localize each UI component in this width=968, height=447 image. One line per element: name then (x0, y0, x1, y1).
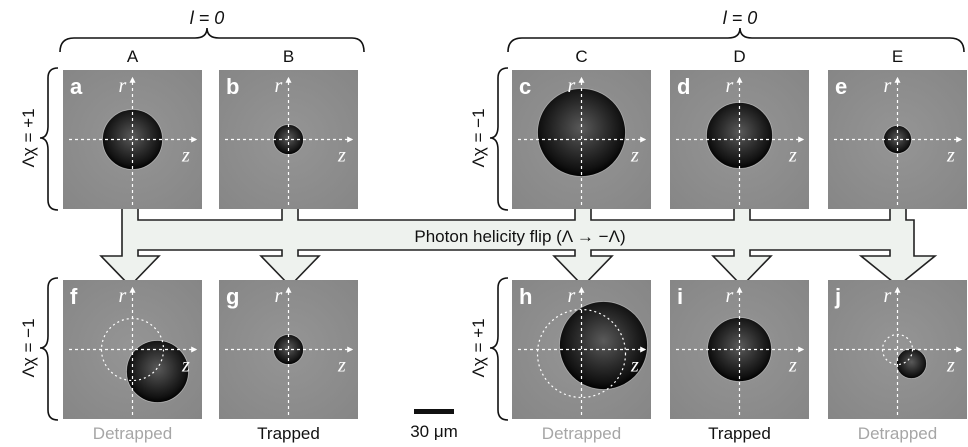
row-label-top-left: Λχ = +1 (19, 108, 38, 167)
column-label-C: C (575, 47, 587, 66)
row-brace-bottom-left (39, 277, 59, 421)
panel-letter: a (70, 74, 83, 99)
panel-letter: b (226, 74, 239, 99)
panel-letter: d (677, 74, 690, 99)
z-axis-label: z (630, 355, 639, 377)
panel-h: r z h (512, 280, 651, 419)
r-axis-label: r (726, 75, 734, 97)
flip-label: Photon helicity flip (Λ → −Λ) (414, 227, 625, 246)
scale-bar (414, 409, 454, 414)
droplet (896, 348, 927, 379)
z-axis-label: z (337, 145, 346, 167)
panel-letter: h (519, 284, 532, 309)
panel-j: r z j (828, 280, 967, 419)
r-axis-label: r (119, 285, 127, 307)
group-brace-left (59, 27, 365, 53)
z-axis-label: z (788, 355, 797, 377)
panel-b: r z b (219, 70, 358, 209)
column-label-D: D (733, 47, 745, 66)
r-axis-label: r (568, 75, 576, 97)
panel-letter: f (70, 284, 78, 309)
droplet (102, 109, 163, 170)
panel-g: r z g (219, 280, 358, 419)
panel-a: r z a (63, 70, 202, 209)
panel-letter: c (519, 74, 531, 99)
r-axis-label: r (275, 75, 283, 97)
column-label-E: E (892, 47, 903, 66)
scale-bar-label: 30 μm (410, 422, 458, 441)
panel-letter: e (835, 74, 847, 99)
panel-c: r z c (512, 70, 651, 209)
status-label-E: Detrapped (858, 424, 937, 443)
z-axis-label: z (788, 145, 797, 167)
z-axis-label: z (946, 355, 955, 377)
r-axis-label: r (884, 75, 892, 97)
r-axis-label: r (884, 285, 892, 307)
panel-f: r z f (63, 280, 202, 419)
group-label-right: l = 0 (723, 8, 758, 28)
z-axis-label: z (946, 145, 955, 167)
panel-letter: i (677, 284, 683, 309)
r-axis-label: r (275, 285, 283, 307)
row-brace-top-left (39, 67, 59, 211)
droplet (126, 340, 189, 403)
row-brace-bottom-right (489, 277, 509, 421)
row-brace-top-right (489, 67, 509, 211)
status-label-C: Detrapped (542, 424, 621, 443)
panel-e: r z e (828, 70, 967, 209)
column-label-B: B (283, 47, 294, 66)
r-axis-label: r (568, 285, 576, 307)
status-label-B: Trapped (257, 424, 320, 443)
group-label-left: l = 0 (190, 8, 225, 28)
z-axis-label: z (181, 355, 190, 377)
row-label-top-right: Λχ = −1 (469, 108, 488, 167)
initial-position-outline (536, 308, 627, 399)
group-brace-right (507, 27, 965, 53)
row-label-bottom-left: Λχ = −1 (19, 318, 38, 377)
z-axis-label: z (337, 355, 346, 377)
panel-letter: j (834, 284, 841, 309)
panel-i: r z i (670, 280, 809, 419)
row-label-bottom-right: Λχ = +1 (469, 318, 488, 377)
status-label-A: Detrapped (93, 424, 172, 443)
status-label-D: Trapped (708, 424, 771, 443)
r-axis-label: r (119, 75, 127, 97)
r-axis-label: r (726, 285, 734, 307)
column-label-A: A (127, 47, 139, 66)
panel-letter: g (226, 284, 239, 309)
z-axis-label: z (181, 145, 190, 167)
z-axis-label: z (630, 145, 639, 167)
panel-d: r z d (670, 70, 809, 209)
